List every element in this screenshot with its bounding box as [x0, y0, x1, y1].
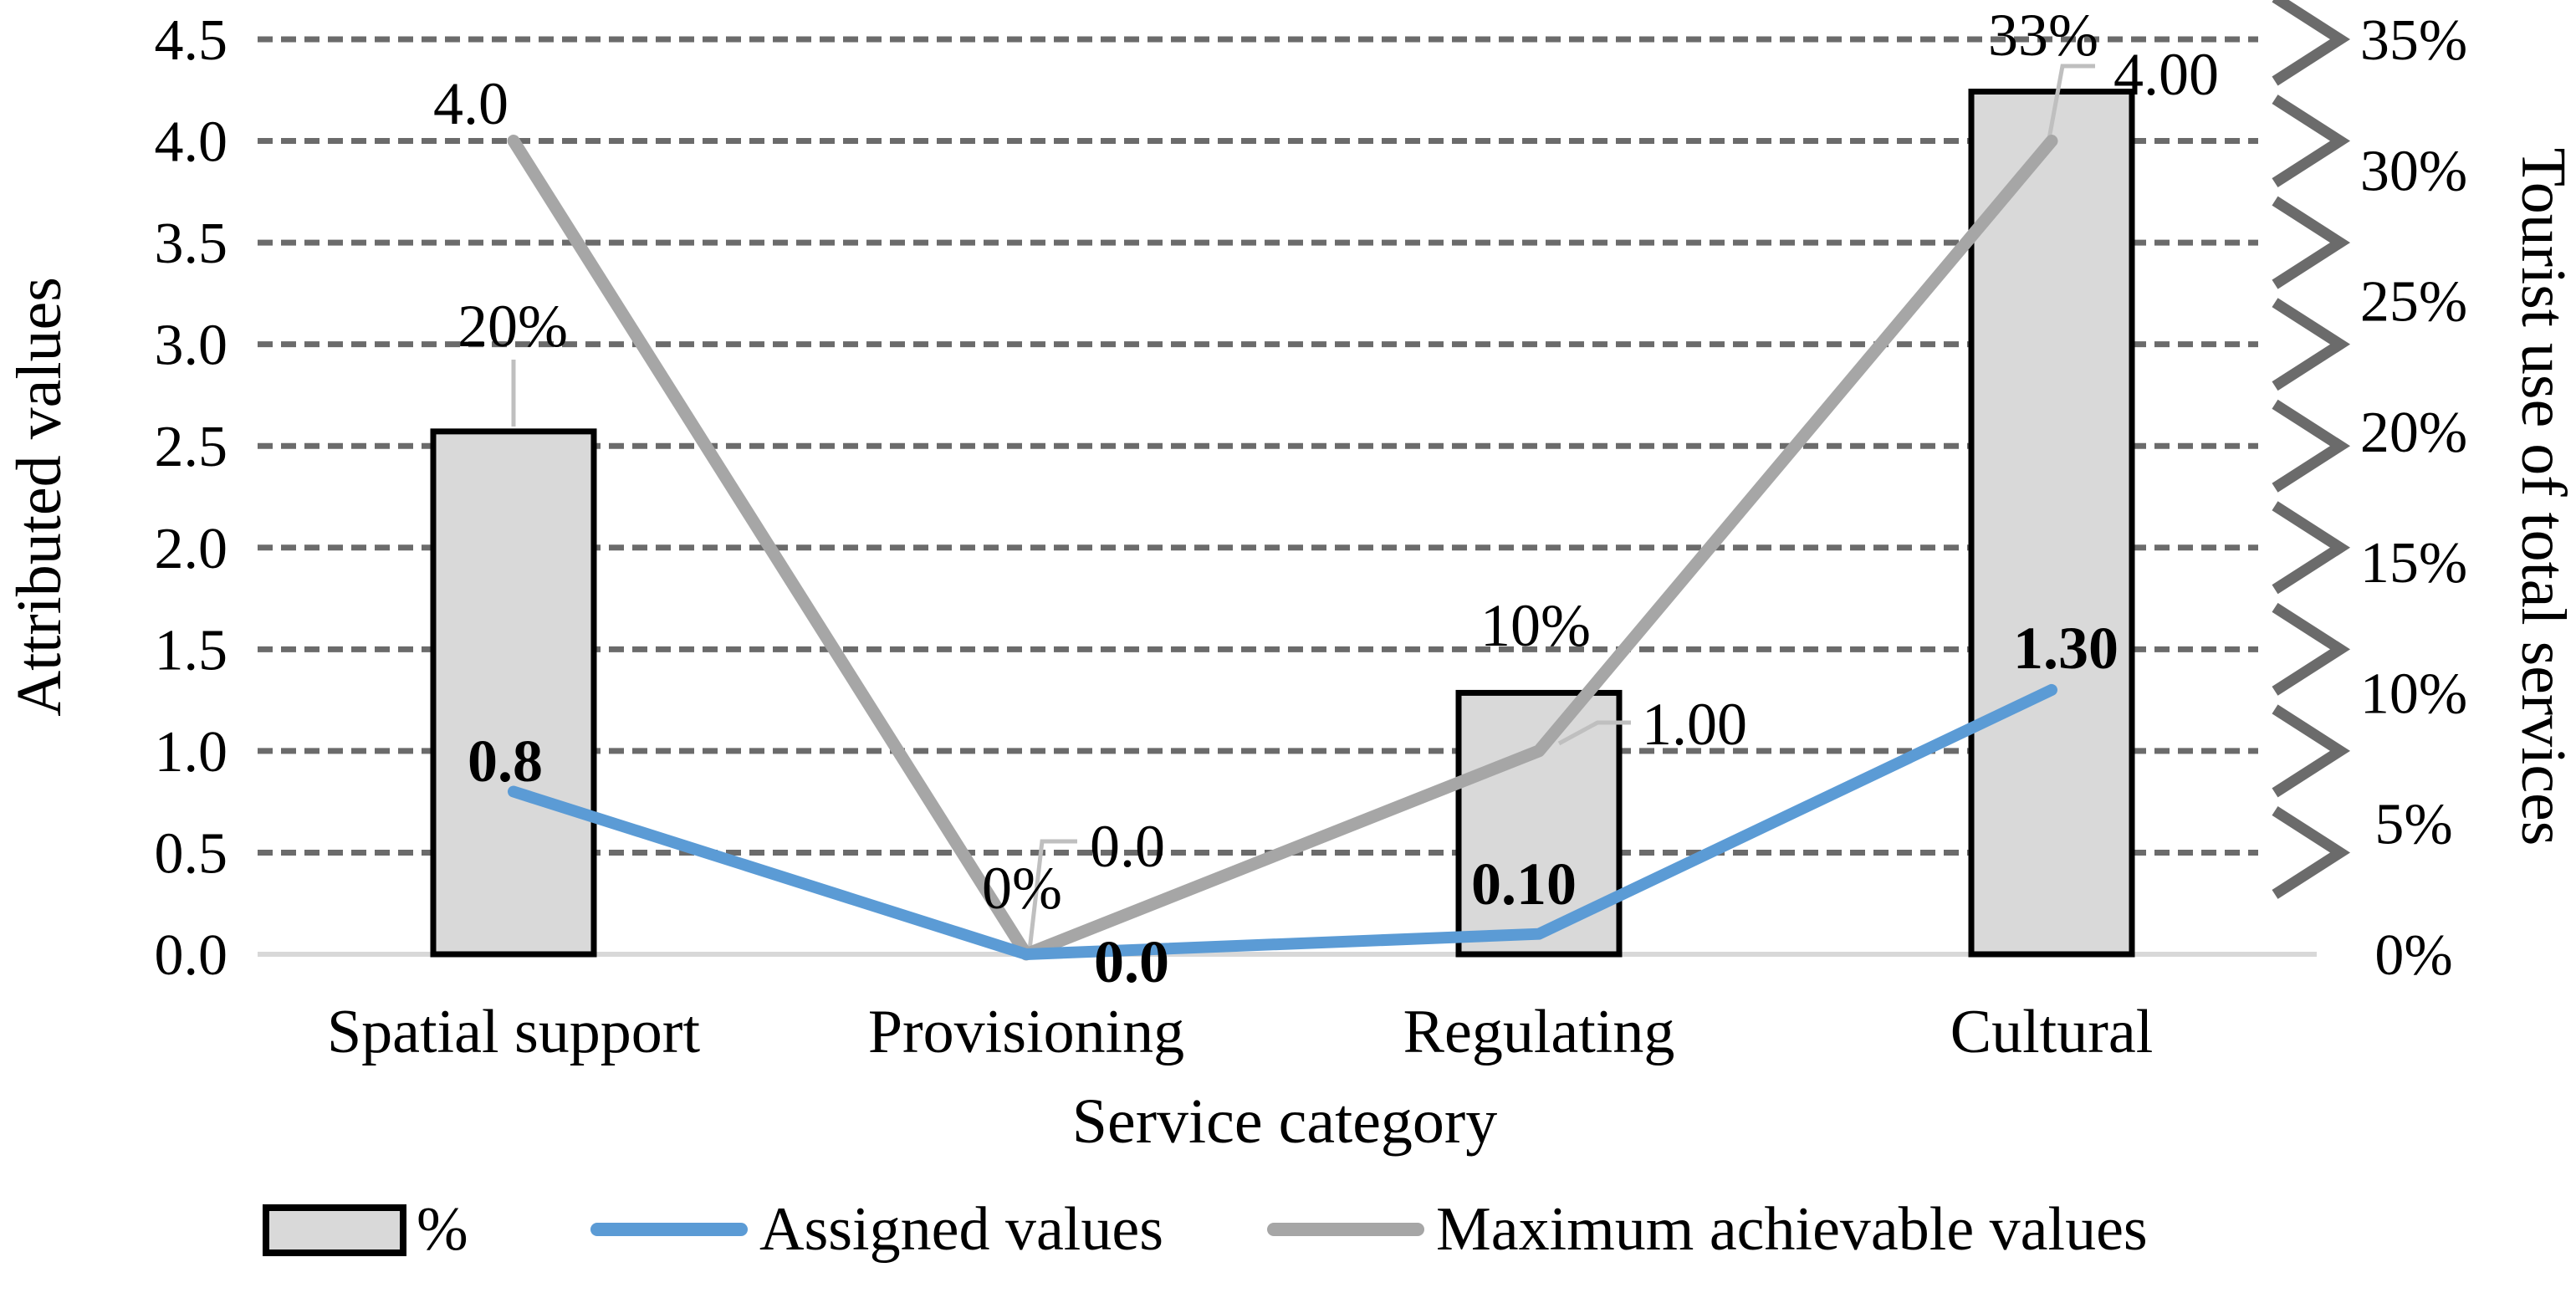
- left-axis-tick-label: 3.0: [155, 314, 228, 378]
- bar-cultural: [1968, 89, 2135, 958]
- gridline-arrow-icon: [2272, 0, 2351, 86]
- right-axis-tick-label: 30%: [2360, 139, 2467, 203]
- maximum-achievable-data-label: 4.0: [433, 70, 509, 137]
- left-axis-tick-label: 4.5: [155, 8, 228, 73]
- assigned-values-data-label: 1.30: [2013, 615, 2119, 682]
- gridline-arrow-icon: [2272, 501, 2351, 595]
- data-label-leader-line: [1027, 839, 1077, 951]
- left-axis-title: Attributed values: [4, 277, 74, 717]
- gridline-arrow-icon: [2272, 805, 2351, 899]
- legend-label-assigned-values: Assigned values: [759, 1195, 1163, 1264]
- category-label-regulating: Regulating: [1403, 998, 1675, 1066]
- gridline-arrow-icon: [2272, 704, 2351, 798]
- right-axis-tick-label: 35%: [2360, 8, 2467, 73]
- legend: % Assigned values Maximum achievable val…: [263, 1195, 2148, 1264]
- assigned-values-data-label: 0.10: [1471, 851, 1577, 917]
- right-axis-title: Tourist use of total services: [2508, 148, 2576, 846]
- assigned-values-data-label: 0.0: [1094, 928, 1169, 995]
- right-axis-tick-label: 10%: [2360, 662, 2467, 726]
- label-leader-lines: [511, 64, 2095, 951]
- bar-data-label: 0%: [982, 855, 1062, 922]
- gridline-arrow-icon: [2272, 602, 2351, 696]
- right-axis-tick-label: 15%: [2360, 531, 2467, 595]
- gridline-arrow-icon: [2272, 196, 2351, 289]
- left-axis-tick-label: 1.0: [155, 720, 228, 784]
- data-labels: 20% 0% 10% 33% 0.8 0.0 0.10 1.30 4.0 0.0 1.00 4.00: [433, 2, 2219, 995]
- category-label-cultural: Cultural: [1950, 998, 2154, 1066]
- maximum-achievable-data-label: 0.0: [1090, 813, 1165, 880]
- legend-label-maximum-achievable: Maximum achievable values: [1436, 1195, 2148, 1264]
- maximum-achievable-data-label: 4.00: [2113, 41, 2219, 108]
- left-axis-tick-label: 3.5: [155, 212, 228, 276]
- gridline-arrow-icon: [2272, 399, 2351, 493]
- category-label-provisioning: Provisioning: [868, 998, 1184, 1066]
- bar-data-label: 10%: [1480, 592, 1591, 659]
- legend-label-percent: %: [417, 1195, 468, 1264]
- left-axis-tick-label: 0.5: [155, 821, 228, 886]
- assigned-values-data-label: 0.8: [468, 728, 543, 795]
- right-axis-tick-label: 5%: [2374, 793, 2452, 857]
- data-label-leader-line: [2047, 64, 2095, 140]
- line-series: [507, 135, 2058, 961]
- left-axis-tick-label: 0.0: [155, 923, 228, 988]
- right-axis-ticks: 0% 5% 10% 15% 20% 25% 30% 35%: [2360, 8, 2467, 988]
- category-labels: Spatial support Provisioning Regulating Cul…: [327, 998, 2153, 1066]
- left-axis-tick-label: 2.0: [155, 517, 228, 581]
- left-axis-tick-label: 1.5: [155, 618, 228, 682]
- maximum-achievable-values-line: [507, 135, 2058, 961]
- x-axis-title: Service category: [1072, 1086, 1498, 1157]
- maximum-achievable-data-label: 1.00: [1642, 691, 1747, 758]
- right-axis-tick-label: 0%: [2374, 923, 2452, 988]
- left-axis-tick-label: 2.5: [155, 415, 228, 479]
- left-axis-tick-label: 4.0: [155, 110, 228, 175]
- legend-bar-swatch: [263, 1204, 406, 1256]
- data-label-leader-line: [1557, 720, 1631, 746]
- bar-series: [430, 89, 2135, 958]
- gridline-arrow-icon: [2272, 298, 2351, 391]
- bar-spatial-support: [430, 428, 597, 958]
- gridline-arrow-icon: [2272, 95, 2351, 188]
- assigned-values-line: [508, 683, 2057, 960]
- left-axis-ticks: 0.0 0.5 1.0 1.5 2.0 2.5 3.0 3.5 4.0 4.5: [155, 8, 228, 988]
- bar-data-label: 33%: [1988, 2, 2098, 69]
- right-axis-tick-label: 25%: [2360, 270, 2467, 335]
- category-label-spatial-support: Spatial support: [327, 998, 700, 1066]
- bar-data-label: 20%: [457, 293, 568, 360]
- right-axis-tick-label: 20%: [2360, 401, 2467, 465]
